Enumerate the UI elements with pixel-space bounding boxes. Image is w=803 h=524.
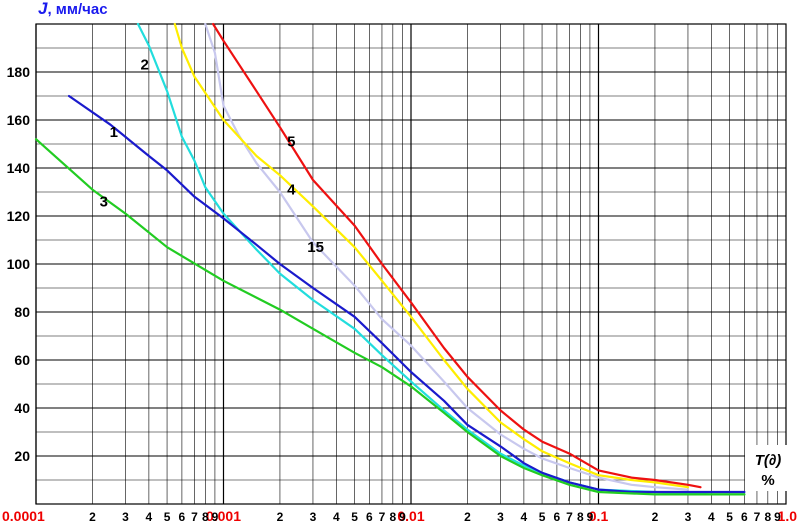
x-minor-tick-label: 3 [122, 510, 129, 524]
series-labels: 1 2 3 4 5 15 [100, 57, 324, 256]
series-line-4 [173, 22, 690, 489]
x-minor-tick-label: 5 [539, 510, 546, 524]
y-tick-label: 120 [7, 208, 31, 224]
y-tick-label: 160 [7, 112, 31, 128]
y-tick-label: 40 [14, 400, 30, 416]
series-lines [34, 22, 746, 496]
x-minor-tick-label: 6 [554, 510, 561, 524]
y-tick-label: 180 [7, 64, 31, 80]
series-label-15: 15 [307, 239, 324, 256]
y-axis-symbol: J [38, 0, 48, 18]
x-minor-tick-label: 5 [351, 510, 358, 524]
x-minor-tick-label: 7 [754, 510, 761, 524]
x-major-tick-label: 0.01 [397, 508, 424, 524]
x-minor-tick-label: 9 [774, 510, 781, 524]
x-minor-tick-label: 7 [191, 510, 198, 524]
x-minor-tick-label: 4 [521, 510, 528, 524]
x-minor-tick-label: 5 [726, 510, 733, 524]
series-label-3: 3 [100, 193, 108, 210]
x-minor-tick-label: 3 [310, 510, 317, 524]
series-line-3 [34, 138, 746, 496]
x-minor-tick-label: 7 [379, 510, 386, 524]
x-minor-tick-label: 8 [202, 510, 209, 524]
x-minor-tick-label: 4 [146, 510, 153, 524]
x-minor-tick-label: 6 [741, 510, 748, 524]
y-tick-label: 20 [14, 448, 30, 464]
x-axis-title-box [745, 445, 791, 491]
x-minor-tick-label: 3 [497, 510, 504, 524]
x-minor-tick-label: 8 [764, 510, 771, 524]
x-minor-tick-label: 5 [164, 510, 171, 524]
x-minor-tick-label: 6 [366, 510, 373, 524]
x-minor-tick-label: 2 [652, 510, 659, 524]
y-axis-title: J, мм/час [38, 0, 108, 18]
x-minor-tick-label: 4 [708, 510, 715, 524]
series-line-5 [212, 22, 702, 489]
x-major-tick-label: 0.001 [206, 508, 241, 524]
x-minor-tick-label: 7 [566, 510, 573, 524]
tick-labels: 20 40 60 80 100 120 140 160 180 0.0001 0.001 0.01 0.… [2, 64, 797, 524]
y-axis-unit: , мм/час [47, 1, 107, 18]
x-minor-tick-label: 2 [277, 510, 284, 524]
y-tick-label: 100 [7, 256, 31, 272]
x-minor-tick-label: 9 [399, 510, 406, 524]
series-label-5: 5 [287, 133, 295, 150]
series-label-4: 4 [287, 181, 296, 198]
x-minor-tick-label: 2 [464, 510, 471, 524]
plot-frame [35, 23, 787, 505]
x-minor-tick-label: 6 [179, 510, 186, 524]
x-minor-tick-label: 8 [389, 510, 396, 524]
y-tick-label: 140 [7, 160, 31, 176]
x-minor-tick-label: 9 [587, 510, 594, 524]
x-major-tick-label: 0.1 [589, 508, 609, 524]
y-tick-label: 80 [14, 304, 30, 320]
x-minor-tick-label: 9 [212, 510, 219, 524]
x-minor-tick-label: 2 [89, 510, 96, 524]
series-label-2: 2 [141, 57, 149, 74]
series-line-1 [67, 94, 746, 494]
y-tick-label: 60 [14, 352, 30, 368]
x-minor-tick-label: 3 [685, 510, 692, 524]
x-axis-title-line2: % [761, 472, 774, 489]
x-major-tick-label: 1.0 [778, 508, 798, 524]
series-label-1: 1 [110, 124, 118, 141]
x-minor-tick-label: 4 [333, 510, 340, 524]
x-minor-tick-label: 8 [577, 510, 584, 524]
x-major-tick-label: 0.0001 [2, 508, 45, 524]
x-axis-title-line1: T(∂) [755, 452, 782, 469]
grid [35, 23, 787, 505]
